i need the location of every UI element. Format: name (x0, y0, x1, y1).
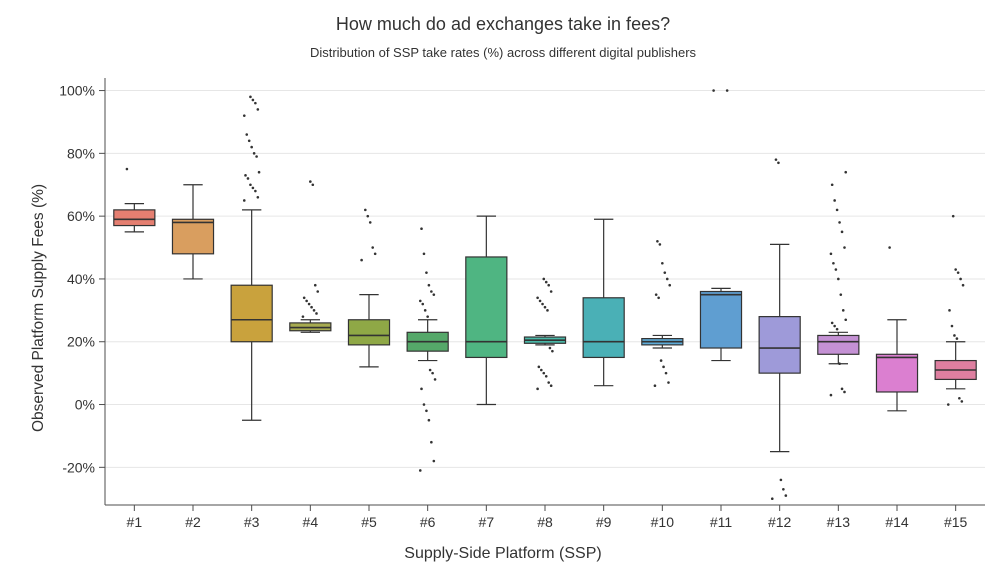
x-tick-label: #7 (479, 514, 495, 530)
svg-text:20%: 20% (67, 334, 95, 350)
svg-text:40%: 40% (67, 271, 95, 287)
x-tick-label: #6 (420, 514, 436, 530)
x-tick-label: #12 (768, 514, 792, 530)
x-tick-label: #3 (244, 514, 260, 530)
x-tick-label: #10 (651, 514, 675, 530)
svg-text:0%: 0% (75, 397, 95, 413)
chart-container: How much do ad exchanges take in fees? D… (0, 0, 1006, 578)
x-tick-label: #11 (710, 514, 733, 530)
svg-text:80%: 80% (67, 145, 95, 161)
x-tick-label: #4 (303, 514, 319, 530)
svg-text:60%: 60% (67, 208, 95, 224)
x-tick-label: #8 (537, 514, 553, 530)
x-tick-label: #13 (827, 514, 851, 530)
x-tick-label: #14 (885, 514, 909, 530)
x-tick-label: #2 (185, 514, 201, 530)
boxplot-svg: -20% 0% 20% 40% 60% 80% 100% #1 #2 #3 #4 #5 #6 #7 #8 #9… (0, 0, 1006, 578)
svg-text:100%: 100% (59, 83, 95, 99)
x-tick-label: #15 (944, 514, 968, 530)
x-tick-label: #1 (127, 514, 143, 530)
svg-text:-20%: -20% (62, 459, 95, 475)
x-tick-label: #5 (361, 514, 377, 530)
x-tick-label: #9 (596, 514, 612, 530)
